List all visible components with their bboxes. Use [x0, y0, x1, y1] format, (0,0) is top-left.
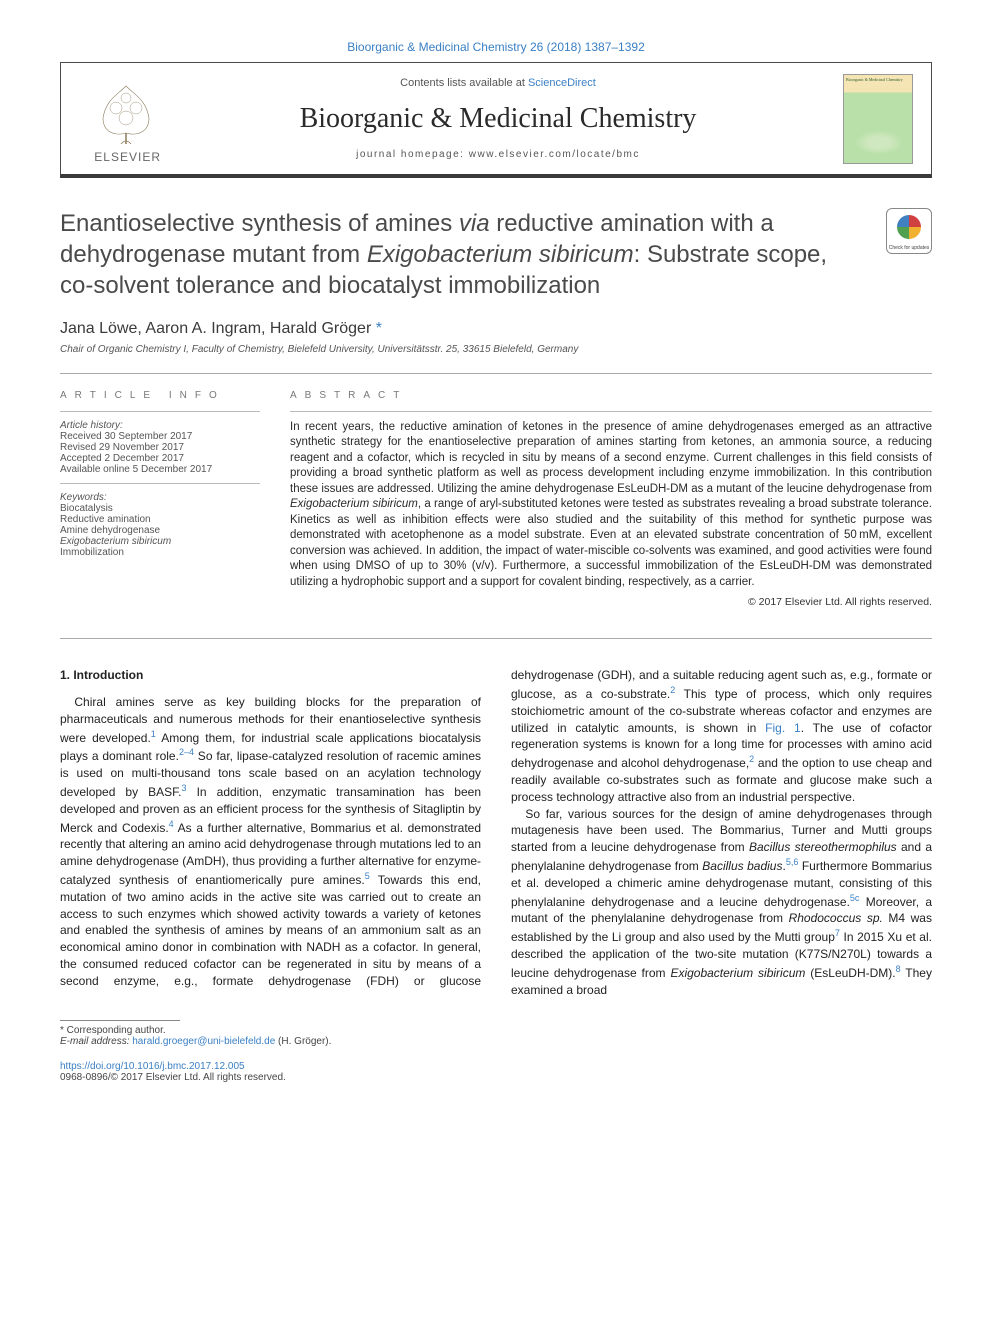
ref-5-6[interactable]: 5,6: [786, 857, 799, 867]
author-list: Jana Löwe, Aaron A. Ingram, Harald Gröge…: [60, 320, 932, 338]
online-date: Available online 5 December 2017: [60, 464, 260, 475]
ref-2-4[interactable]: 2–4: [179, 747, 194, 757]
p3k: (EsLeuDH-DM).: [805, 966, 895, 980]
publisher-name: ELSEVIER: [94, 150, 161, 164]
journal-cover-block: Bioorganic & Medicinal Chemistry: [825, 63, 931, 174]
keyword-3: Amine dehydrogenase: [60, 525, 260, 536]
email-line: E-mail address: harald.groeger@uni-biele…: [60, 1036, 932, 1047]
email-name: (H. Gröger).: [275, 1036, 331, 1047]
article-info-heading: ARTICLE INFO: [60, 390, 260, 401]
history-label: Article history:: [60, 420, 260, 431]
corr-label: Corresponding author.: [64, 1025, 166, 1036]
body-columns: 1. Introduction Chiral amines serve as k…: [60, 667, 932, 998]
homepage-prefix: journal homepage:: [356, 149, 469, 160]
keyword-5: Immobilization: [60, 547, 260, 558]
p3g-italic: Rhodococcus sp.: [789, 911, 883, 925]
abstract-divider: [290, 411, 932, 412]
contents-prefix: Contents lists available at: [400, 77, 528, 89]
p3b-italic: Bacillus stereothermophilus: [749, 840, 897, 854]
abstract-block: ABSTRACT In recent years, the reductive …: [290, 390, 932, 609]
corresponding-author-line: * Corresponding author.: [60, 1025, 932, 1036]
doi-link[interactable]: https://doi.org/10.1016/j.bmc.2017.12.00…: [60, 1061, 245, 1072]
p3d-italic: Bacillus badius: [702, 859, 782, 873]
keyword-4-italic: Exigobacterium sibiricum: [60, 536, 260, 547]
corresponding-author-marker[interactable]: *: [376, 320, 382, 337]
p3j-italic: Exigobacterium sibiricum: [670, 966, 805, 980]
contents-available-line: Contents lists available at ScienceDirec…: [181, 77, 815, 89]
journal-reference: Bioorganic & Medicinal Chemistry 26 (201…: [60, 40, 932, 54]
received-date: Received 30 September 2017: [60, 431, 260, 442]
accepted-date: Accepted 2 December 2017: [60, 453, 260, 464]
revised-date: Revised 29 November 2017: [60, 442, 260, 453]
info-divider-1: [60, 411, 260, 412]
homepage-url: www.elsevier.com/locate/bmc: [469, 149, 640, 160]
info-divider-2: [60, 483, 260, 484]
publisher-logo-block: ELSEVIER: [61, 63, 171, 174]
authors-text: Jana Löwe, Aaron A. Ingram, Harald Gröge…: [60, 320, 371, 337]
abstract-p1b-italic: Exigobacterium sibiricum: [290, 498, 418, 510]
title-part-2-italic: via: [459, 210, 490, 237]
journal-homepage-line: journal homepage: www.elsevier.com/locat…: [181, 149, 815, 160]
affiliation: Chair of Organic Chemistry I, Faculty of…: [60, 344, 932, 355]
title-part-4-italic: Exigobacterium sibiricum: [367, 241, 634, 268]
check-updates-badge[interactable]: [886, 208, 932, 254]
corresponding-rule: [60, 1020, 180, 1021]
keyword-1: Biocatalysis: [60, 503, 260, 514]
divider-top: [60, 373, 932, 374]
journal-cover-icon: Bioorganic & Medicinal Chemistry: [843, 74, 913, 164]
abstract-copyright: © 2017 Elsevier Ltd. All rights reserved…: [290, 596, 932, 608]
keyword-2: Reductive amination: [60, 514, 260, 525]
article-title: Enantioselective synthesis of amines via…: [60, 208, 932, 302]
journal-header: ELSEVIER Contents lists available at Sci…: [60, 62, 932, 178]
abstract-heading: ABSTRACT: [290, 390, 932, 401]
abstract-p1a: In recent years, the reductive amination…: [290, 421, 932, 495]
abstract-p1c: , a range of aryl-substituted ketones we…: [290, 498, 932, 588]
fig-1-ref[interactable]: Fig. 1: [765, 721, 801, 735]
doi-line: https://doi.org/10.1016/j.bmc.2017.12.00…: [60, 1061, 932, 1072]
title-part-1: Enantioselective synthesis of amines: [60, 210, 459, 237]
keywords-label: Keywords:: [60, 492, 260, 503]
section-1-heading: 1. Introduction: [60, 667, 481, 684]
issn-copyright-line: 0968-0896/© 2017 Elsevier Ltd. All right…: [60, 1072, 932, 1083]
footer-block: * Corresponding author. E-mail address: …: [60, 1020, 932, 1083]
journal-name: Bioorganic & Medicinal Chemistry: [181, 103, 815, 135]
article-info-block: ARTICLE INFO Article history: Received 3…: [60, 390, 260, 609]
elsevier-tree-icon: [91, 78, 161, 148]
intro-paragraph-2: So far, various sources for the design o…: [511, 806, 932, 999]
email-link[interactable]: harald.groeger@uni-bielefeld.de: [132, 1036, 275, 1047]
abstract-text: In recent years, the reductive amination…: [290, 420, 932, 591]
ref-5c[interactable]: 5c: [850, 893, 860, 903]
email-label: E-mail address:: [60, 1036, 132, 1047]
sciencedirect-link[interactable]: ScienceDirect: [528, 77, 596, 89]
